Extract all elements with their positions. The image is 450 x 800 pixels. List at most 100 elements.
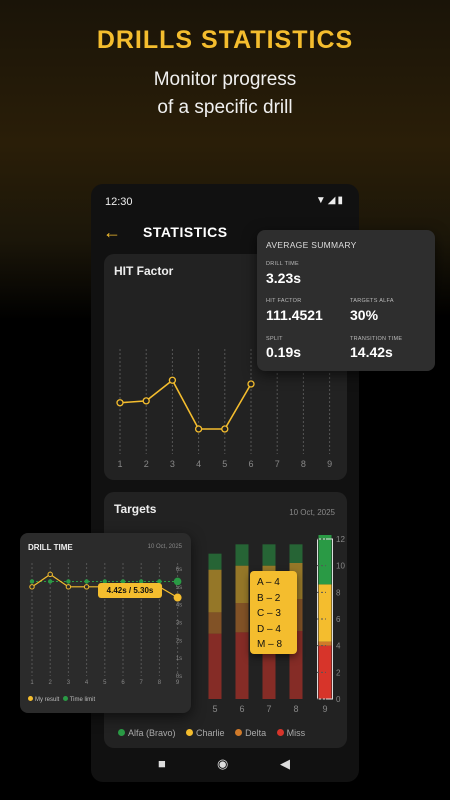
legend-my-result: My result xyxy=(35,697,60,703)
time-limit-point xyxy=(120,579,126,584)
legend-delta: Delta xyxy=(235,728,266,738)
x-tick-label: 9 xyxy=(322,704,327,714)
drill-time-title: DRILL TIME xyxy=(28,543,73,552)
x-tick-label: 4 xyxy=(196,459,201,469)
time-limit-point xyxy=(84,579,89,584)
y-tick-label: 6 xyxy=(336,615,341,624)
hit-factor-point xyxy=(116,399,124,407)
x-tick-label: 6 xyxy=(239,704,244,714)
status-bar: 12:30 ▼◢▮ xyxy=(91,184,359,218)
drill-time-panel: DRILL TIME 10 Oct, 2025 1 2 3 4 5 6 7 8 9 0s 1s 2s 3… xyxy=(20,533,191,713)
split-label: SPLIT xyxy=(266,336,283,342)
x-tick-label: 4 xyxy=(85,680,89,686)
time-limit-point xyxy=(66,579,71,584)
back-button[interactable]: ◀ xyxy=(280,756,290,771)
my-result-point xyxy=(83,584,90,590)
targets-alfa-value: 30% xyxy=(350,307,379,323)
hit-factor-point xyxy=(168,376,177,384)
targets-alfa-label: TARGETS ALFA xyxy=(350,298,394,304)
my-result-point xyxy=(65,584,72,590)
time-limit-point xyxy=(102,579,108,584)
x-tick-label: 5 xyxy=(212,704,217,714)
x-tick-label: 1 xyxy=(30,680,34,686)
time-limit-point xyxy=(29,579,35,584)
x-tick-label: 3 xyxy=(170,459,175,469)
y-tick-label: 2s xyxy=(176,638,182,644)
target-bar-charlie xyxy=(318,584,332,642)
target-bar-miss xyxy=(235,632,249,699)
x-tick-label: 9 xyxy=(327,459,332,469)
breakdown-line: M – 8 xyxy=(257,639,283,650)
time-limit-point xyxy=(48,579,53,584)
target-bar-miss xyxy=(208,633,222,699)
hit-factor-point xyxy=(247,380,255,388)
my-result-point xyxy=(29,584,35,590)
system-nav-bar: ■ ◉ ◀ xyxy=(91,748,359,782)
home-button[interactable]: ◉ xyxy=(217,756,229,771)
target-bar-alfa xyxy=(208,553,222,570)
recents-button[interactable]: ■ xyxy=(158,756,166,771)
hit-factor-chart: 1 2 3 4 5 6 7 8 9 xyxy=(116,349,332,469)
hit-factor-point xyxy=(142,397,150,405)
time-limit-point xyxy=(157,579,162,584)
hit-factor-title: HIT Factor xyxy=(114,264,174,278)
x-tick-label: 8 xyxy=(293,704,298,714)
drill-time-date: 10 Oct, 2025 xyxy=(147,544,182,550)
page-title: STATISTICS xyxy=(143,224,228,240)
y-tick-label: 4s xyxy=(176,603,182,609)
x-tick-label: 8 xyxy=(158,680,162,686)
x-tick-label: 3 xyxy=(67,680,71,686)
breakdown-line: C – 3 xyxy=(257,608,281,619)
average-summary-panel: AVERAGE SUMMARY DRILL TIME 3.23s HIT FAC… xyxy=(257,230,435,371)
drill-time-legend: My result Time limit xyxy=(28,696,95,703)
hero-title: DRILLS STATISTICS xyxy=(96,26,354,54)
x-tick-label: 2 xyxy=(144,459,149,469)
drill-time-label: DRILL TIME xyxy=(266,261,299,267)
hero-subtitle-line-1: Monitor progress xyxy=(153,69,297,90)
legend-alfa: Alfa (Bravo) xyxy=(118,728,176,738)
y-tick-label: 12 xyxy=(336,535,345,544)
y-tick-label: 1s xyxy=(176,656,182,662)
back-arrow-icon[interactable]: ← xyxy=(103,222,121,242)
targets-date: 10 Oct, 2025 xyxy=(289,508,335,517)
time-limit-point xyxy=(173,577,182,586)
x-tick-label: 1 xyxy=(117,459,122,469)
breakdown-line: A – 4 xyxy=(257,577,280,588)
target-bar-delta xyxy=(208,612,222,634)
targets-legend: Alfa (Bravo) Charlie Delta Miss xyxy=(118,728,313,738)
legend-charlie: Charlie xyxy=(186,728,225,738)
drill-time-tooltip: 4.42s / 5.30s xyxy=(98,583,162,598)
hit-factor-point xyxy=(221,425,229,433)
x-tick-label: 2 xyxy=(49,680,53,686)
time-limit-point xyxy=(139,579,144,584)
drill-time-chart: 1 2 3 4 5 6 7 8 90s 1s 2s 3s 4s 5s 6s xyxy=(29,563,182,686)
target-breakdown-tooltip: A – 4 B – 2 C – 3 D – 4 M – 8 xyxy=(250,571,297,654)
x-tick-label: 5 xyxy=(222,459,227,469)
x-tick-label: 8 xyxy=(301,459,306,469)
x-tick-label: 7 xyxy=(140,680,144,686)
y-tick-label: 6s xyxy=(176,567,182,573)
target-bar-alfa xyxy=(289,544,303,563)
transition-label: TRANSITION TIME xyxy=(350,336,403,342)
x-tick-label: 7 xyxy=(266,704,271,714)
my-result-point xyxy=(47,571,53,578)
breakdown-line: D – 4 xyxy=(257,623,281,635)
status-icons: ▼◢▮ xyxy=(315,195,345,206)
hero-subtitle-line-2: of a specific drill xyxy=(157,97,293,118)
target-bar-delta xyxy=(235,603,249,633)
legend-miss: Miss xyxy=(276,728,305,738)
status-time: 12:30 xyxy=(105,196,133,208)
x-tick-label: 6 xyxy=(121,680,125,686)
hit-factor-label: HIT FACTOR xyxy=(266,298,302,304)
target-bar-charlie xyxy=(208,569,222,613)
y-tick-label: 0s xyxy=(176,674,182,680)
targets-title: Targets xyxy=(114,502,157,516)
hit-factor-line xyxy=(119,379,252,430)
split-value: 0.19s xyxy=(266,344,302,360)
app-bar: ← STATISTICS xyxy=(91,218,359,258)
y-tick-label: 0 xyxy=(336,695,341,704)
hit-factor-point xyxy=(194,425,203,433)
y-tick-label: 2 xyxy=(336,668,341,677)
my-result-point xyxy=(173,593,182,602)
target-bar-alfa xyxy=(262,544,276,566)
